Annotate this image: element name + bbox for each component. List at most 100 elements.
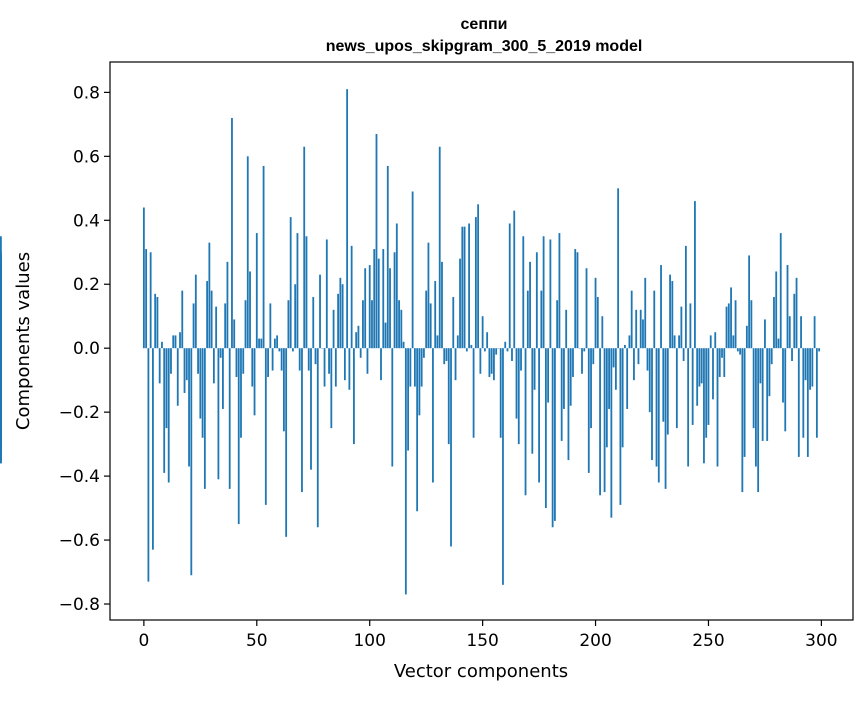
bar-285 bbox=[787, 265, 789, 348]
bar-281 bbox=[778, 339, 780, 349]
bar-61 bbox=[281, 348, 283, 370]
bar-51 bbox=[258, 339, 260, 349]
bar-192 bbox=[577, 252, 579, 348]
bar-87 bbox=[339, 278, 341, 348]
bar-209 bbox=[615, 348, 617, 390]
bar-259 bbox=[728, 303, 730, 348]
bar-150 bbox=[482, 316, 484, 348]
x-tick-label: 0 bbox=[138, 631, 149, 651]
bar-198 bbox=[590, 348, 592, 428]
bar-96 bbox=[360, 348, 362, 358]
bar-267 bbox=[746, 326, 748, 348]
bar-133 bbox=[443, 348, 445, 364]
bar-24 bbox=[197, 348, 199, 374]
bar-124 bbox=[423, 348, 425, 358]
bar-30 bbox=[211, 291, 213, 349]
bar-205 bbox=[606, 348, 608, 447]
bar-67 bbox=[294, 284, 296, 348]
bar-3 bbox=[150, 252, 152, 348]
bar-90 bbox=[346, 89, 348, 348]
bar-226 bbox=[653, 291, 655, 349]
bar-11 bbox=[168, 348, 170, 482]
bar-86 bbox=[337, 294, 339, 348]
bar-89 bbox=[344, 348, 346, 380]
bar-136 bbox=[450, 348, 452, 546]
bar-232 bbox=[667, 348, 669, 434]
bar-141 bbox=[461, 227, 463, 349]
bar-273 bbox=[760, 348, 762, 383]
bar-26 bbox=[202, 348, 204, 438]
bar-280 bbox=[775, 271, 777, 348]
bar-234 bbox=[671, 281, 673, 348]
bar-75 bbox=[312, 297, 314, 348]
bar-81 bbox=[326, 239, 328, 348]
bar-270 bbox=[753, 348, 755, 428]
bar-29 bbox=[208, 243, 210, 349]
bar-10 bbox=[166, 348, 168, 428]
bar-184 bbox=[559, 233, 561, 348]
bar-128 bbox=[432, 348, 434, 482]
bar-91 bbox=[348, 348, 350, 390]
bar-162 bbox=[509, 223, 511, 348]
bar-171 bbox=[529, 262, 531, 348]
bar-217 bbox=[633, 348, 635, 380]
bar-170 bbox=[527, 291, 529, 349]
bar-243 bbox=[692, 348, 694, 425]
bar-146 bbox=[473, 348, 475, 438]
bar-161 bbox=[507, 348, 509, 351]
plot-area bbox=[110, 62, 853, 620]
bar-64 bbox=[288, 300, 290, 348]
x-axis-label: Vector components bbox=[394, 661, 568, 682]
bar-28 bbox=[206, 281, 208, 348]
bar-206 bbox=[608, 348, 610, 409]
y-axis-label: Components values bbox=[13, 252, 34, 430]
bar-216 bbox=[631, 291, 633, 349]
bar-272 bbox=[757, 348, 759, 492]
bar-121 bbox=[416, 348, 418, 511]
bar-104 bbox=[378, 259, 380, 349]
bar-298 bbox=[816, 348, 818, 438]
bar-56 bbox=[269, 303, 271, 348]
bar-190 bbox=[572, 348, 574, 377]
bar-266 bbox=[744, 348, 746, 457]
bar-149 bbox=[479, 348, 481, 374]
bar-153 bbox=[489, 348, 491, 377]
bar-40 bbox=[233, 319, 235, 348]
bar-220 bbox=[640, 310, 642, 348]
bar-130 bbox=[437, 335, 439, 348]
bar-239 bbox=[683, 348, 685, 361]
bar-143 bbox=[466, 348, 468, 351]
bar-264 bbox=[739, 348, 741, 354]
bar-166 bbox=[518, 348, 520, 444]
bar-21 bbox=[190, 348, 192, 575]
bar-117 bbox=[407, 348, 409, 450]
bar-244 bbox=[694, 201, 696, 348]
bar-293 bbox=[805, 348, 807, 380]
bar-77 bbox=[317, 348, 319, 527]
bar-247 bbox=[701, 348, 703, 383]
bar-98 bbox=[364, 268, 366, 348]
bar-35 bbox=[222, 348, 224, 409]
bar-78 bbox=[319, 275, 321, 349]
bar-179 bbox=[547, 348, 549, 402]
bar-249 bbox=[705, 348, 707, 438]
bar-12 bbox=[170, 348, 172, 374]
bar-222 bbox=[644, 278, 646, 348]
bar-255 bbox=[719, 348, 721, 377]
bar-116 bbox=[405, 348, 407, 594]
bar-27 bbox=[204, 348, 206, 489]
bar-92 bbox=[351, 246, 353, 348]
bar-129 bbox=[434, 281, 436, 348]
bar-134 bbox=[446, 348, 448, 361]
bar-174 bbox=[536, 252, 538, 348]
x-tick-label: 150 bbox=[466, 631, 498, 651]
bar-80 bbox=[324, 348, 326, 386]
bar-172 bbox=[531, 348, 533, 454]
bar-159 bbox=[502, 348, 504, 585]
chart-title-line-2: news_upos_skipgram_300_5_2019 model bbox=[326, 38, 643, 55]
bar-68 bbox=[297, 233, 299, 348]
bar-275 bbox=[764, 319, 766, 348]
bar-50 bbox=[256, 233, 258, 348]
bar-294 bbox=[807, 348, 809, 457]
